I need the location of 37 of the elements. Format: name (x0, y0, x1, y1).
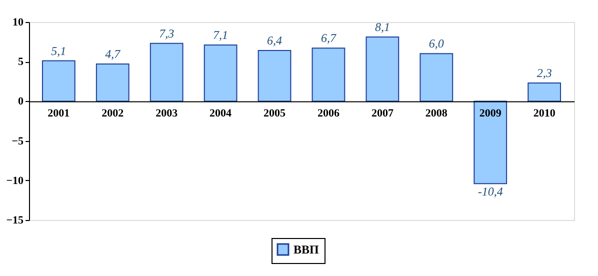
bar (258, 50, 292, 102)
x-tick-label: 2008 (425, 108, 448, 120)
x-tick-label: 2003 (156, 108, 178, 120)
x-tick-label: 2001 (48, 108, 70, 120)
x-tick-label: 2002 (102, 108, 124, 120)
data-label: -10,4 (478, 184, 503, 199)
data-label: 5,1 (51, 44, 66, 58)
data-label: 6,4 (267, 34, 282, 48)
x-tick-label: 2007 (371, 108, 394, 120)
legend-label: ВВП (294, 242, 320, 256)
x-tick-label: 2005 (264, 108, 286, 120)
bar (96, 63, 130, 102)
bar (474, 100, 508, 184)
x-tick-label: 2009 (479, 108, 502, 120)
y-tick-label: 5 (18, 56, 24, 68)
y-tick-label: −10 (6, 174, 24, 187)
bar (204, 44, 238, 102)
data-label: 2,3 (536, 66, 552, 80)
y-tick-label: 0 (18, 96, 24, 108)
bar (528, 82, 562, 102)
y-tick-label: −5 (12, 135, 24, 148)
data-label: 7,3 (159, 26, 174, 40)
y-tick-label: −15 (6, 214, 24, 226)
bar (42, 60, 76, 102)
bar (312, 48, 346, 102)
data-label: 6,7 (320, 31, 337, 46)
bar (420, 53, 454, 102)
y-tick-label: 10 (12, 16, 24, 28)
data-label: 4,7 (105, 46, 122, 61)
data-label: 6,0 (428, 36, 444, 51)
data-label: 8,1 (374, 20, 390, 34)
data-label: 7,1 (213, 28, 228, 42)
x-tick-label: 2004 (210, 108, 232, 120)
bar (366, 36, 400, 102)
x-tick-label: 2010 (533, 108, 556, 120)
bar (150, 42, 184, 102)
x-tick-label: 2006 (317, 108, 340, 120)
